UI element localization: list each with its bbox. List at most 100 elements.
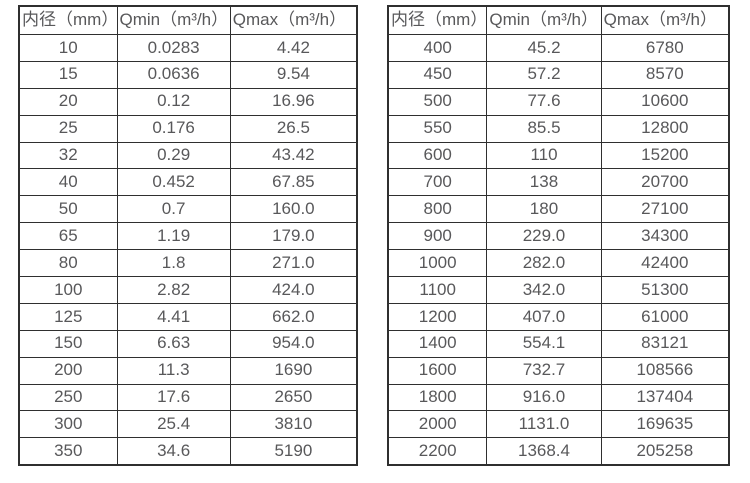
table-row: 1000 282.0 42400 (387, 249, 730, 278)
table-row: 350 34.6 5190 (18, 437, 358, 466)
table-cell: 1200 (387, 302, 488, 331)
table-row: 400 45.2 6780 (387, 34, 730, 62)
table-cell: 2000 (387, 410, 488, 439)
table-cell: 110 (486, 141, 602, 170)
table-cell: 6.63 (116, 329, 231, 358)
table-cell: 180 (486, 195, 602, 224)
table-row: 1100 342.0 51300 (387, 276, 730, 304)
table-cell: 0.29 (116, 141, 231, 170)
table-row: 2200 1368.4 205258 (387, 437, 730, 466)
table-row: 1800 916.0 137404 (387, 383, 730, 412)
column-header: Qmax（m³/h） (600, 5, 730, 35)
flow-spec-table-small-diameters: 内径（mm） Qmin（m³/h） Qmax（m³/h） 10 0.0283 4.42 15… (18, 5, 358, 467)
table-cell: 40 (18, 168, 118, 197)
table-cell: 1400 (387, 329, 488, 358)
table-row: 100 2.82 424.0 (18, 276, 358, 304)
table-cell: 1600 (387, 356, 488, 385)
table-cell: 16.96 (229, 87, 358, 116)
table-cell: 85.5 (486, 114, 602, 143)
table-cell: 77.6 (486, 87, 602, 116)
table-cell: 150 (18, 329, 118, 358)
table-cell: 1000 (387, 249, 488, 278)
table-row: 550 85.5 12800 (387, 114, 730, 143)
table-row: 600 110 15200 (387, 141, 730, 170)
table-cell: 34300 (600, 222, 730, 251)
table-cell: 6780 (600, 34, 730, 62)
table-cell: 4.42 (229, 34, 358, 62)
table-cell: 700 (387, 168, 488, 197)
table-cell: 15 (18, 60, 118, 89)
table-cell: 205258 (600, 437, 730, 466)
table-cell: 0.0636 (116, 60, 231, 89)
table-cell: 10600 (600, 87, 730, 116)
table-cell: 954.0 (229, 329, 358, 358)
table-row: 150 6.63 954.0 (18, 329, 358, 358)
table-cell: 0.12 (116, 87, 231, 116)
table-row: 10 0.0283 4.42 (18, 34, 358, 62)
table-cell: 108566 (600, 356, 730, 385)
column-header: Qmin（m³/h） (116, 5, 231, 35)
table-cell: 65 (18, 222, 118, 251)
table-cell: 26.5 (229, 114, 358, 143)
table-cell: 450 (387, 60, 488, 89)
table-cell: 8570 (600, 60, 730, 89)
table-row: 300 25.4 3810 (18, 410, 358, 439)
table-cell: 900 (387, 222, 488, 251)
table-cell: 400 (387, 34, 488, 62)
table-cell: 350 (18, 437, 118, 466)
table-cell: 600 (387, 141, 488, 170)
table-row: 900 229.0 34300 (387, 222, 730, 251)
table-cell: 342.0 (486, 276, 602, 304)
table-cell: 50 (18, 195, 118, 224)
table-row: 65 1.19 179.0 (18, 222, 358, 251)
header-row: 内径（mm） Qmin（m³/h） Qmax（m³/h） (387, 5, 730, 35)
table-cell: 4.41 (116, 302, 231, 331)
table-cell: 137404 (600, 383, 730, 412)
table-cell: 17.6 (116, 383, 231, 412)
table-row: 1600 732.7 108566 (387, 356, 730, 385)
table-cell: 43.42 (229, 141, 358, 170)
table-cell: 25 (18, 114, 118, 143)
table-cell: 3810 (229, 410, 358, 439)
table-row: 450 57.2 8570 (387, 60, 730, 89)
table-cell: 424.0 (229, 276, 358, 304)
table-cell: 200 (18, 356, 118, 385)
table-cell: 20700 (600, 168, 730, 197)
table-cell: 2.82 (116, 276, 231, 304)
table-row: 700 138 20700 (387, 168, 730, 197)
table-row: 32 0.29 43.42 (18, 141, 358, 170)
table-cell: 916.0 (486, 383, 602, 412)
table-cell: 57.2 (486, 60, 602, 89)
table-cell: 550 (387, 114, 488, 143)
table-cell: 80 (18, 249, 118, 278)
table-row: 500 77.6 10600 (387, 87, 730, 116)
table-row: 2000 1131.0 169635 (387, 410, 730, 439)
table-row: 1200 407.0 61000 (387, 302, 730, 331)
table-cell: 12800 (600, 114, 730, 143)
table-cell: 282.0 (486, 249, 602, 278)
table-cell: 271.0 (229, 249, 358, 278)
table-row: 800 180 27100 (387, 195, 730, 224)
table-cell: 554.1 (486, 329, 602, 358)
flow-spec-table-large-diameters: 内径（mm） Qmin（m³/h） Qmax（m³/h） 400 45.2 6780 450… (387, 5, 730, 467)
table-cell: 2650 (229, 383, 358, 412)
table-cell: 100 (18, 276, 118, 304)
column-header: 内径（mm） (387, 5, 488, 35)
table-cell: 27100 (600, 195, 730, 224)
table-cell: 800 (387, 195, 488, 224)
table-cell: 407.0 (486, 302, 602, 331)
table-cell: 5190 (229, 437, 358, 466)
table-cell: 1131.0 (486, 410, 602, 439)
table-cell: 250 (18, 383, 118, 412)
column-header: Qmin（m³/h） (486, 5, 602, 35)
table-cell: 83121 (600, 329, 730, 358)
table-cell: 10 (18, 34, 118, 62)
table-cell: 9.54 (229, 60, 358, 89)
table-row: 50 0.7 160.0 (18, 195, 358, 224)
table-row: 80 1.8 271.0 (18, 249, 358, 278)
table-cell: 125 (18, 302, 118, 331)
table-cell: 32 (18, 141, 118, 170)
table-cell: 662.0 (229, 302, 358, 331)
table-cell: 51300 (600, 276, 730, 304)
table-cell: 2200 (387, 437, 488, 466)
